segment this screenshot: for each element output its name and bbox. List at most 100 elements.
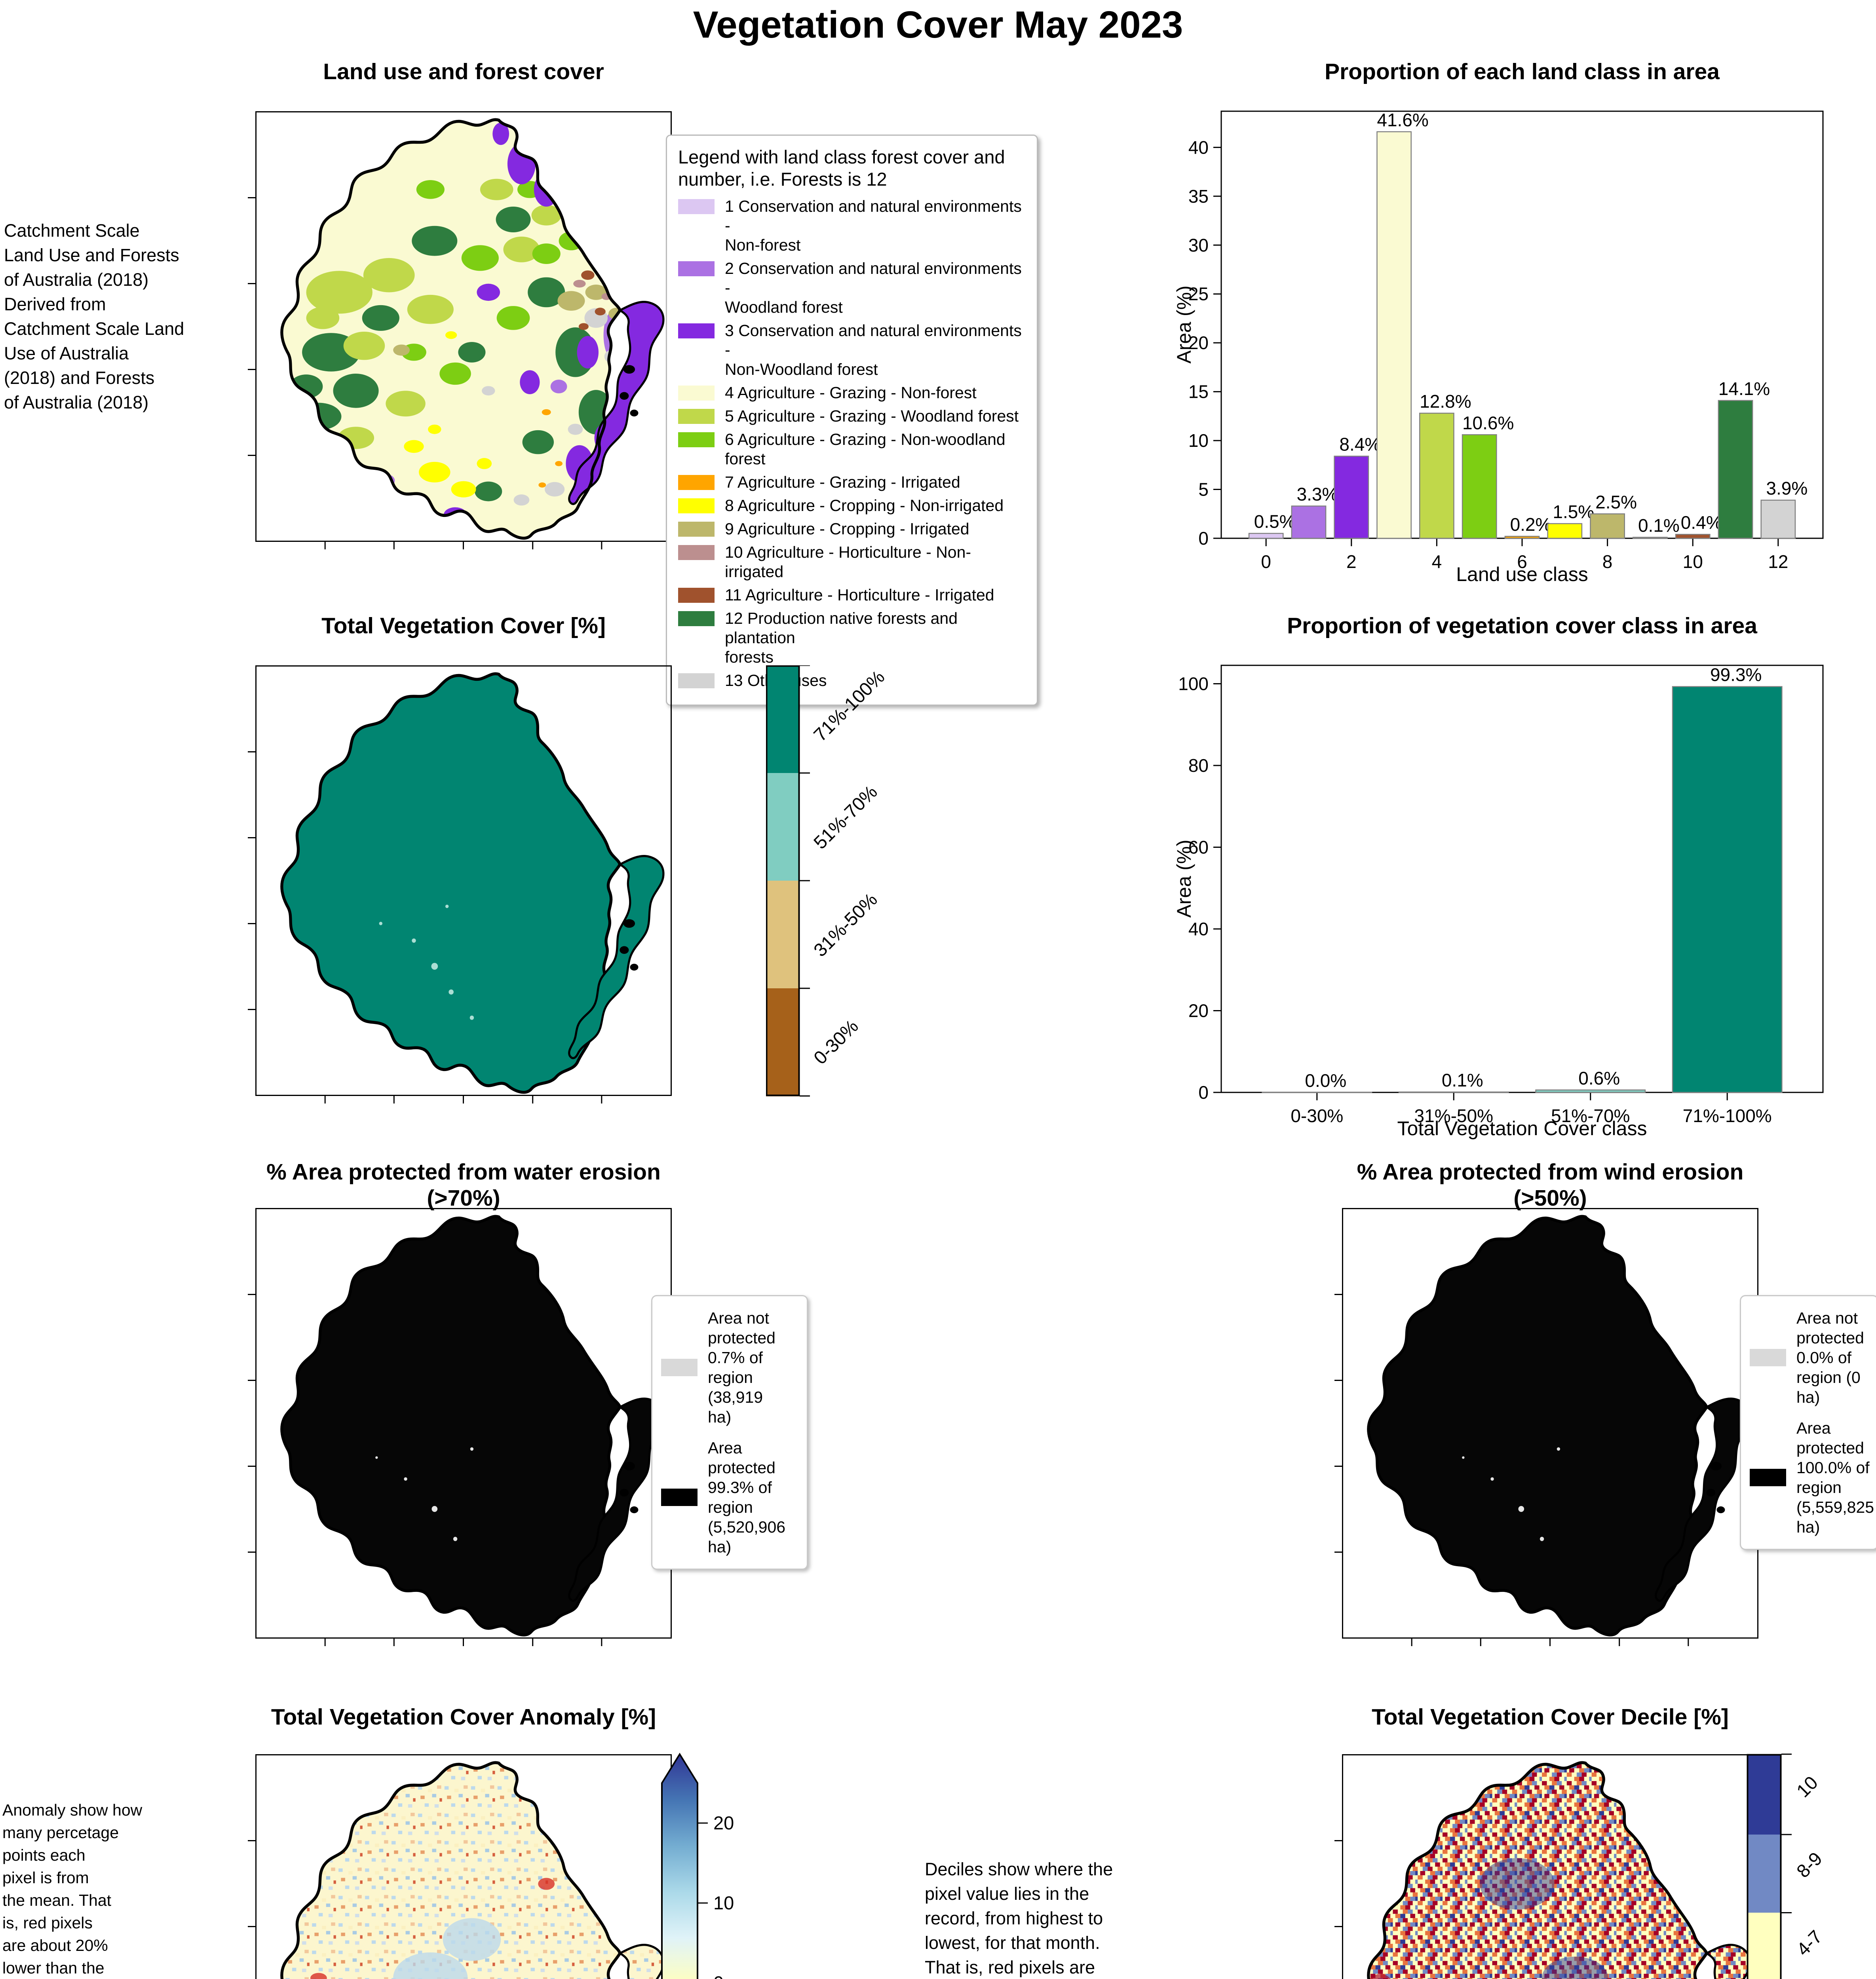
- legend-item: 5 Agriculture - Grazing - Woodland fores…: [678, 406, 1026, 426]
- landuse-map: [248, 111, 672, 549]
- colorbar-tick-label: 10: [1792, 1772, 1822, 1801]
- bar: [1419, 412, 1454, 539]
- anomaly-map: [248, 1754, 672, 1979]
- legend-item: 8 Agriculture - Cropping - Non-irrigated: [678, 496, 1026, 515]
- legend-label: 4 Agriculture - Grazing - Non-forest: [725, 384, 977, 402]
- bar-value-label: 1.5%: [1553, 501, 1594, 522]
- erosion-legend-label: Area not protected 0.7% of region (38,91…: [708, 1309, 775, 1426]
- erosion-legend-label: Area protected 99.3% of region (5,520,90…: [708, 1439, 786, 1556]
- legend-item: 7 Agriculture - Grazing - Irrigated: [678, 473, 1026, 492]
- landclass-chart: 0 5 10 15 20 25 30 35 40 0 2 4 6 8 10 12 0.5%3.3% 8.4% 41.…: [1188, 110, 1824, 572]
- decile-colorbar: 108-94-72-31: [1747, 1753, 1827, 1979]
- erosion-legend-item: Area not protected 0.0% of region (0 ha): [1750, 1308, 1868, 1407]
- wind-legend: Area not protected 0.0% of region (0 ha)…: [1740, 1295, 1876, 1550]
- erosion-legend-swatch: [661, 1359, 698, 1376]
- bar-value-label: 0.0%: [1305, 1070, 1346, 1091]
- decile-note: Deciles show where the pixel value lies …: [925, 1859, 1113, 1977]
- legend-item: 1 Conservation and natural environments …: [678, 197, 1026, 255]
- legend-label: 11 Agriculture - Horticulture - Irrigate…: [725, 586, 994, 604]
- y-tick-label: 0: [1198, 1082, 1209, 1103]
- bar: [1718, 400, 1753, 539]
- anomaly-colorbar: 20100−10−20: [661, 1753, 734, 1979]
- landclass-chart-ylabel: Area (%): [1173, 285, 1195, 364]
- legend-label: 12 Production native forests and plantat…: [725, 609, 958, 666]
- legend-swatch: [678, 199, 715, 214]
- water-map: [248, 1208, 672, 1646]
- bar-value-label: 0.2%: [1510, 514, 1552, 535]
- legend-item: 3 Conservation and natural environments …: [678, 321, 1026, 379]
- vegcover-map-title: Total Vegetation Cover [%]: [321, 613, 606, 638]
- y-tick-label: 35: [1188, 186, 1209, 207]
- bar: [1334, 456, 1369, 539]
- legend-item: 11 Agriculture - Horticulture - Irrigate…: [678, 585, 1026, 605]
- bar-value-label: 3.3%: [1297, 484, 1338, 505]
- colorbar-gradient: [661, 1753, 698, 1979]
- legend-label: 10 Agriculture - Horticulture - Non-irri…: [725, 543, 971, 581]
- legend-swatch: [678, 409, 715, 424]
- vegclass-chart-title: Proportion of vegetation cover class in …: [1287, 613, 1757, 638]
- y-tick-label: 30: [1188, 235, 1209, 255]
- legend-item: 4 Agriculture - Grazing - Non-forest: [678, 383, 1026, 403]
- legend-swatch: [678, 522, 715, 537]
- anomaly-note: Anomaly show how many percetage points e…: [2, 1801, 143, 1977]
- legend-swatch: [678, 323, 715, 338]
- erosion-legend-item: Area protected 99.3% of region (5,520,90…: [661, 1438, 798, 1557]
- bar-value-label: 10.6%: [1462, 412, 1514, 433]
- legend-label: 5 Agriculture - Grazing - Woodland fores…: [725, 407, 1019, 425]
- page-title: Vegetation Cover May 2023: [693, 4, 1183, 46]
- bar: [1675, 534, 1711, 539]
- vegclass-chart-ylabel: Area (%): [1173, 839, 1195, 918]
- legend-label: 2 Conservation and natural environments …: [725, 259, 1022, 316]
- erosion-legend-label: Area protected 100.0% of region (5,559,8…: [1796, 1419, 1874, 1536]
- water-legend: Area not protected 0.7% of region (38,91…: [651, 1295, 808, 1570]
- landclass-chart-title: Proportion of each land class in area: [1325, 59, 1720, 84]
- y-tick-label: 5: [1198, 479, 1209, 500]
- x-tick-label: 51%-70%: [1551, 1105, 1630, 1126]
- bar-value-label: 41.6%: [1377, 110, 1428, 130]
- y-tick-label: 80: [1188, 755, 1209, 776]
- bar: [1462, 434, 1497, 539]
- erosion-legend-label: Area not protected 0.0% of region (0 ha): [1796, 1309, 1864, 1406]
- bar-value-label: 0.5%: [1254, 511, 1296, 532]
- legend-swatch: [678, 673, 715, 688]
- legend-label: 3 Conservation and natural environments …: [725, 321, 1022, 378]
- wind-map: [1334, 1208, 1758, 1646]
- legend-item: 12 Production native forests and plantat…: [678, 609, 1026, 667]
- y-tick-label: 60: [1188, 837, 1209, 857]
- y-tick-label: 20: [1188, 332, 1209, 353]
- landuse-legend: Legend with land class forest cover and …: [666, 135, 1038, 706]
- map-region: [257, 1755, 671, 1979]
- landuse-legend-items: 1 Conservation and natural environments …: [678, 197, 1026, 690]
- legend-swatch: [678, 545, 715, 560]
- bar-value-label: 12.8%: [1420, 391, 1471, 412]
- bar: [1535, 1089, 1646, 1093]
- legend-label: 8 Agriculture - Cropping - Non-irrigated: [725, 496, 1004, 515]
- colorbar-tick-label: 8-9: [1792, 1848, 1827, 1882]
- water-map-title: % Area protected from water erosion (>70…: [266, 1159, 661, 1211]
- y-tick-label: 40: [1188, 137, 1209, 158]
- legend-swatch: [678, 386, 715, 401]
- colorbar-tick-label: 51%-70%: [810, 781, 882, 853]
- y-tick-label: 25: [1188, 284, 1209, 304]
- legend-swatch: [678, 475, 715, 490]
- x-tick-label: 12: [1768, 551, 1788, 572]
- bar-value-label: 99.3%: [1710, 665, 1762, 685]
- legend-swatch: [678, 588, 715, 603]
- x-tick-label: 31%-50%: [1414, 1105, 1493, 1126]
- y-tick-label: 10: [1188, 430, 1209, 451]
- x-tick-label: 4: [1432, 551, 1442, 572]
- legend-item: 6 Agriculture - Grazing - Non-woodland f…: [678, 430, 1026, 469]
- bar-value-label: 0.1%: [1638, 515, 1680, 536]
- vegcover-colorbar: 71%-100% 51%-70% 31%-50% 0-30%: [766, 665, 889, 1097]
- bar: [1376, 131, 1412, 539]
- map-region: [1369, 1216, 1750, 1635]
- legend-item: 9 Agriculture - Cropping - Irrigated: [678, 519, 1026, 539]
- landuse-legend-title: Legend with land class forest cover and …: [678, 146, 1005, 190]
- bar: [1760, 499, 1796, 539]
- wind-map-title: % Area protected from wind erosion (>50%…: [1357, 1159, 1744, 1211]
- legend-item: 10 Agriculture - Horticulture - Non-irri…: [678, 543, 1026, 581]
- bar: [1547, 523, 1583, 539]
- legend-swatch: [678, 261, 715, 276]
- bar: [1262, 1092, 1372, 1093]
